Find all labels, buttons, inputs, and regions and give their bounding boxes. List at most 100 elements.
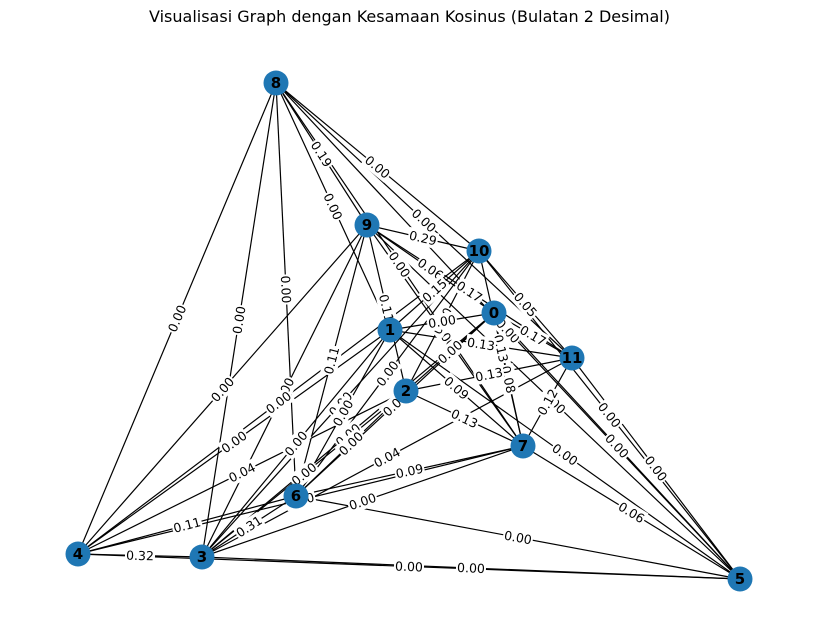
edge-label-4-5: 0.00 xyxy=(393,557,425,576)
node-label: 5 xyxy=(735,570,745,588)
node-label: 2 xyxy=(401,382,411,400)
edge-label-6-5: 0.00 xyxy=(501,526,535,549)
edge-label-background xyxy=(516,321,550,350)
edge-label-background xyxy=(319,343,344,378)
edge-label-background xyxy=(417,274,452,307)
edge-label-background xyxy=(372,356,403,391)
edge-label-11-2: 0.13 xyxy=(472,363,506,386)
edge-label-background xyxy=(345,489,380,514)
edge-label-background xyxy=(306,137,337,171)
edge-label-background xyxy=(217,426,251,458)
edge-weight-label: 0.11 xyxy=(321,345,343,376)
edge-label-9-6: 0.11 xyxy=(319,343,344,378)
edge-label-background xyxy=(439,372,474,404)
edge-weight-label: 0.00 xyxy=(229,305,248,335)
node-circle xyxy=(377,317,403,343)
edge-label-4-3: 0.32 xyxy=(124,547,156,564)
edge-weight-label: 0.09 xyxy=(394,461,424,482)
edge-label-background xyxy=(228,303,250,337)
edge-label-background xyxy=(206,372,239,407)
diagram-title: Visualisasi Graph dengan Kesamaan Kosinu… xyxy=(149,7,670,26)
edge-label-8-4: 0.00 xyxy=(163,301,191,336)
node-8: 8 xyxy=(263,70,289,96)
edge-label-background xyxy=(370,443,404,472)
node-0: 0 xyxy=(481,300,507,326)
node-label: 0 xyxy=(489,304,499,322)
edge-label-background xyxy=(452,276,487,307)
node-circle xyxy=(189,544,215,570)
edge-weight-label: 0.00 xyxy=(320,191,345,223)
edge-label-1-7: 0.09 xyxy=(439,372,474,404)
edge-label-background xyxy=(425,311,459,332)
node-9: 9 xyxy=(354,212,380,238)
node-circle xyxy=(283,483,309,509)
edge-weight-label: 0.00 xyxy=(457,560,485,576)
edge-weight-label: 0.32 xyxy=(126,548,154,564)
node-label: 4 xyxy=(73,545,83,563)
edge-label-8-1: 0.00 xyxy=(319,189,347,224)
edge-label-background xyxy=(360,151,395,183)
edge-label-2-4: 0.04 xyxy=(225,458,259,487)
node-circle xyxy=(354,212,380,238)
edge-weight-label: 0.13 xyxy=(474,364,504,384)
node-label: 10 xyxy=(469,242,490,260)
edge-label-background xyxy=(509,287,542,322)
node-11: 11 xyxy=(559,345,585,371)
edge-label-background xyxy=(464,333,498,355)
edge-label-8-6: 0.00 xyxy=(277,274,295,305)
edge-label-1-0: 0.00 xyxy=(425,311,459,332)
edge-label-background xyxy=(600,429,634,463)
edge-label-background xyxy=(433,336,467,368)
edge-weight-label: 0.11 xyxy=(376,293,397,324)
node-5: 5 xyxy=(727,566,753,592)
edge-weight-label: 0.29 xyxy=(408,228,439,249)
edge-label-background xyxy=(384,247,415,282)
edge-label-background xyxy=(277,274,295,305)
edge-label-background xyxy=(447,404,482,433)
edge-weight-label: 0.00 xyxy=(278,275,294,304)
edge-label-background xyxy=(375,291,398,325)
edge-label-background xyxy=(455,559,487,577)
node-circle xyxy=(65,541,91,567)
edge-label-background xyxy=(334,427,368,460)
node-1: 1 xyxy=(377,317,403,343)
edge-weight-label: 0.13 xyxy=(466,334,496,353)
edge-label-8-7: 0.00 xyxy=(384,247,415,282)
node-circle xyxy=(559,345,585,371)
node-label: 1 xyxy=(385,321,395,339)
node-3: 3 xyxy=(189,544,215,570)
edge-weight-label: 0.11 xyxy=(172,514,203,536)
node-circle xyxy=(727,566,753,592)
edge-label-background xyxy=(328,396,358,430)
edge-label-1-11: 0.13 xyxy=(464,333,498,355)
edge-label-background xyxy=(640,451,672,486)
nodes-layer: 0 1 2 3 4 5 6 7 8 9 10 11 xyxy=(65,70,753,592)
node-circle xyxy=(466,238,492,264)
edge-weight-label: 0.00 xyxy=(427,312,457,331)
node-7: 7 xyxy=(510,433,536,459)
edge-weight-label: 0.00 xyxy=(395,558,423,574)
edge-label-background xyxy=(280,426,312,461)
edge-label-background xyxy=(287,458,321,490)
edge-label-background xyxy=(232,511,266,542)
node-6: 6 xyxy=(283,483,309,509)
node-circle xyxy=(393,378,419,404)
edge-label-background xyxy=(393,557,425,576)
edge-label-11-5: 0.00 xyxy=(640,451,672,486)
node-circle xyxy=(481,300,507,326)
edge-label-7-6: 0.09 xyxy=(393,459,426,483)
node-circle xyxy=(263,70,289,96)
node-label: 8 xyxy=(271,74,281,92)
node-4: 4 xyxy=(65,541,91,567)
edge-label-background xyxy=(614,497,649,528)
node-2: 2 xyxy=(393,378,419,404)
edge-label-background xyxy=(548,439,582,470)
edge-weight-label: 0.00 xyxy=(503,528,533,548)
edge-label-background xyxy=(593,398,626,432)
edge-label-background xyxy=(472,363,506,386)
edge-label-background xyxy=(393,459,426,483)
edge-label-background xyxy=(261,387,296,418)
edge-label-background xyxy=(170,513,204,537)
edge-label-background xyxy=(124,547,156,564)
